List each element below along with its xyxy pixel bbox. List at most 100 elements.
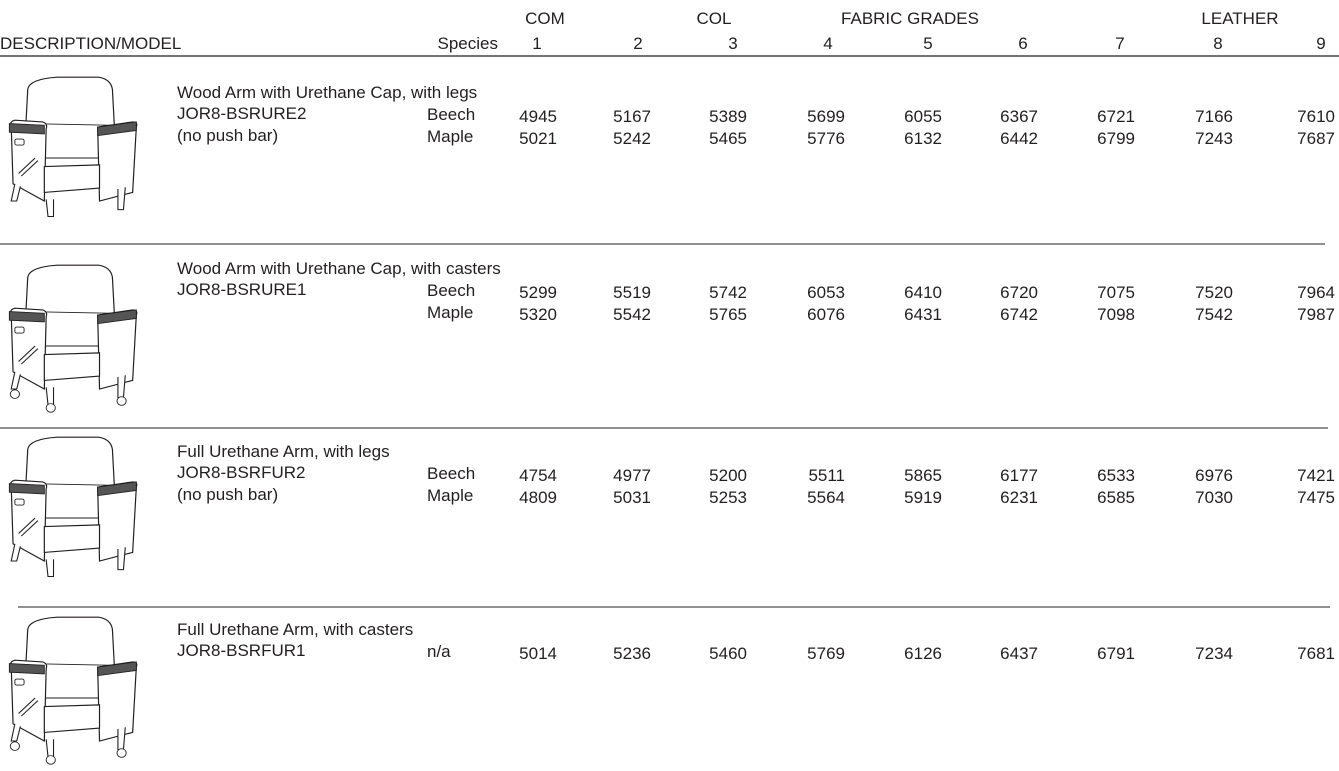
species: Beech [427,464,475,483]
price: 6742 [1000,305,1038,324]
price: 7243 [1195,129,1233,148]
price: 5014 [519,644,557,663]
price: 7687 [1297,129,1335,148]
price: 6431 [904,305,942,324]
species: Maple [427,486,473,505]
price: 6126 [904,644,942,663]
chair-illustration [9,265,136,412]
price: 5769 [807,644,845,663]
price: 5021 [519,129,557,148]
price: 5919 [904,488,942,507]
price: 6437 [1000,644,1038,663]
model-number: JOR8-BSRURE1 [177,280,306,299]
price: 6442 [1000,129,1038,148]
price: 7475 [1297,488,1335,507]
price: 6585 [1097,488,1135,507]
price: 5031 [613,488,651,507]
note: (no push bar) [177,485,278,504]
grade-number: 2 [633,34,642,53]
price: 5389 [709,107,747,126]
grade-number: 8 [1213,34,1222,53]
species: Beech [427,105,475,124]
price: 5320 [519,305,557,324]
species: Maple [427,303,473,322]
grade-number: 9 [1316,34,1325,53]
price: 7681 [1297,644,1335,663]
price: 6231 [1000,488,1038,507]
chair-illustration [9,617,136,764]
price: 7964 [1297,283,1335,302]
column-header: DESCRIPTION/MODEL [0,34,181,53]
price: 5542 [613,305,651,324]
price: 5511 [808,466,845,485]
price: 7610 [1297,107,1335,126]
price: 5776 [807,129,845,148]
model-number: JOR8-BSRURE2 [177,104,306,123]
price: 4977 [613,466,651,485]
price: 6367 [1000,107,1038,126]
grade-number: 6 [1018,34,1027,53]
price: 6410 [904,283,942,302]
price: 5167 [613,107,651,126]
grade-number: 5 [923,34,932,53]
group-header: LEATHER [1201,9,1278,28]
price: 6055 [904,107,942,126]
group-header: COM [525,9,565,28]
note: (no push bar) [177,126,278,145]
price: 6721 [1097,107,1135,126]
description: Full Urethane Arm, with legs [177,442,390,461]
price: 6720 [1000,283,1038,302]
price: 6132 [904,129,942,148]
price: 7421 [1297,466,1335,485]
description: Full Urethane Arm, with casters [177,620,413,639]
price: 6533 [1097,466,1135,485]
price: 7030 [1195,488,1233,507]
price: 6053 [807,283,845,302]
price: 5299 [519,283,557,302]
price: 6177 [1000,466,1038,485]
price: 5765 [709,305,747,324]
price: 7987 [1297,305,1335,324]
price: 5460 [709,644,747,663]
price: 5200 [709,466,747,485]
price: 4809 [519,488,557,507]
price: 6799 [1097,129,1135,148]
price: 4945 [519,107,557,126]
price: 7075 [1097,283,1135,302]
chair-illustration [8,436,138,578]
price: 5519 [613,283,651,302]
species: Beech [427,281,475,300]
price: 7166 [1195,107,1233,126]
species: Maple [427,127,473,146]
price: 7542 [1195,305,1233,324]
grade-number: 3 [728,34,737,53]
grade-number: 7 [1115,34,1124,53]
column-header: Species [438,34,498,53]
species: n/a [427,642,451,661]
description: Wood Arm with Urethane Cap, with legs [177,83,477,102]
description: Wood Arm with Urethane Cap, with casters [177,259,501,278]
model-number: JOR8-BSRFUR2 [177,463,305,482]
price: 4754 [519,466,557,485]
model-number: JOR8-BSRFUR1 [177,641,305,660]
price: 6791 [1097,644,1135,663]
price: 7520 [1195,283,1233,302]
price: 5236 [613,644,651,663]
price: 7098 [1097,305,1135,324]
price: 5465 [709,129,747,148]
group-header: COL [697,9,732,28]
price: 5242 [613,129,651,148]
price: 5253 [709,488,747,507]
grade-number: 1 [532,34,541,53]
price: 5865 [904,466,942,485]
price: 5699 [807,107,845,126]
price: 5564 [807,488,845,507]
group-header: FABRIC GRADES [841,9,979,28]
price: 6076 [807,305,845,324]
grade-number: 4 [823,34,832,53]
price: 7234 [1195,644,1233,663]
chair-illustration [8,76,138,218]
price: 5742 [709,283,747,302]
